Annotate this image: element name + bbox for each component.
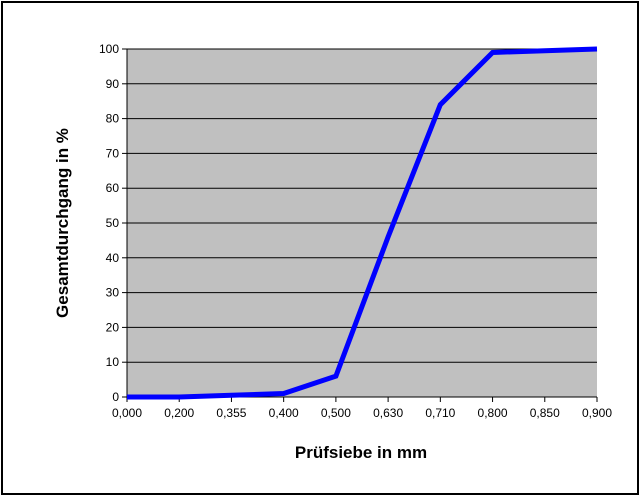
series-line [127, 46, 598, 400]
y-tick-label: 20 [106, 320, 120, 334]
y-tick-label: 80 [106, 112, 120, 126]
x-tick-label: 0,400 [269, 406, 299, 420]
x-tick-label: 0,850 [530, 406, 560, 420]
y-tick-label: 60 [106, 181, 120, 195]
y-tick-label: 90 [106, 77, 120, 91]
x-axis-ticks: 0,000 0,200 0,355 0,400 0,500 0,630 0,710 0,800… [112, 397, 612, 420]
x-tick-label: 0,200 [164, 406, 194, 420]
y-tick-label: 30 [106, 286, 120, 300]
y-axis-title: Gesamtdurchgang in % [53, 128, 72, 318]
x-tick-label: 0,500 [321, 406, 351, 420]
x-tick-label: 0,710 [425, 406, 455, 420]
gridlines [127, 48, 597, 363]
x-tick-label: 0,800 [478, 406, 508, 420]
y-tick-label: 0 [112, 390, 119, 404]
x-tick-label: 0,630 [373, 406, 403, 420]
y-tick-label: 10 [106, 355, 120, 369]
x-tick-label: 0,355 [216, 406, 246, 420]
y-tick-label: 100 [99, 42, 119, 56]
y-axis-ticks: 0 10 20 30 40 50 60 70 80 90 100 [99, 42, 127, 404]
y-tick-label: 40 [106, 251, 120, 265]
y-tick-label: 70 [106, 146, 120, 160]
x-axis-title: Prüfsiebe in mm [295, 443, 427, 462]
y-tick-label: 50 [106, 216, 120, 230]
x-tick-label: 0,000 [112, 406, 142, 420]
x-tick-label: 0,900 [582, 406, 612, 420]
